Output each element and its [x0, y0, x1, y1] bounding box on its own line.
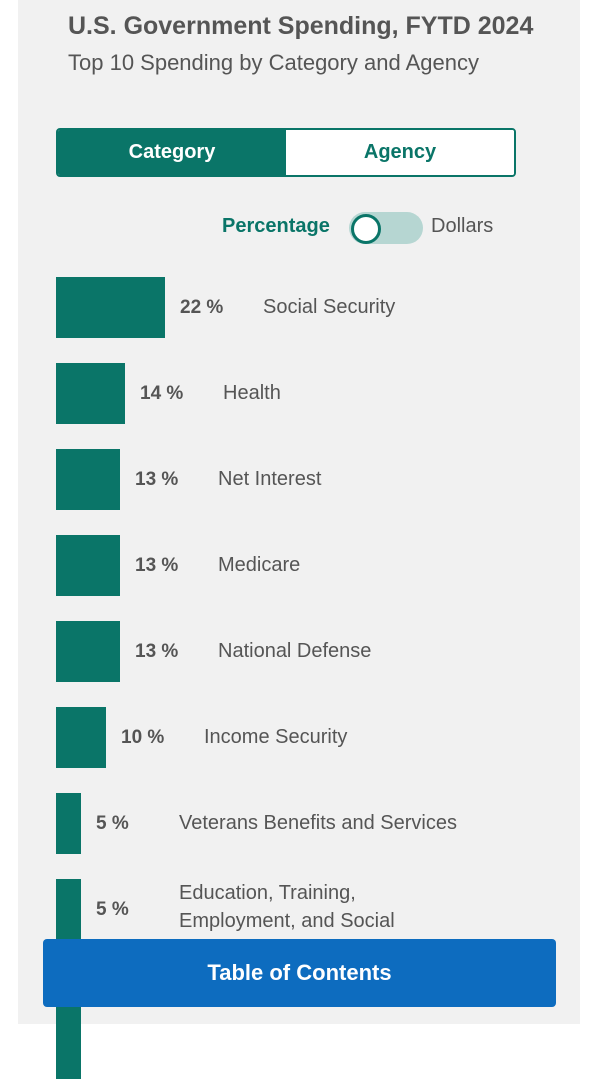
bar-value-label: 5 %	[96, 899, 129, 920]
unit-toggle-switch[interactable]	[349, 212, 423, 244]
tab-agency[interactable]: Agency	[286, 130, 514, 175]
bar-category-label: Education, Training, Employment, and Soc…	[179, 882, 395, 932]
page-title: U.S. Government Spending, FYTD 2024	[68, 12, 534, 40]
bar-value-label: 13 %	[135, 555, 179, 576]
bar-value-label: 14 %	[140, 383, 184, 404]
bar-category-label: Veterans Benefits and Services	[179, 812, 457, 834]
bar-income-security[interactable]	[56, 707, 106, 768]
bar-category-label: Income Security	[204, 726, 348, 748]
table-of-contents-button[interactable]: Table of Contents	[43, 939, 556, 1007]
bar-value-label: 5 %	[96, 813, 129, 834]
bar-medicare[interactable]	[56, 535, 120, 596]
bar-value-label: 13 %	[135, 641, 179, 662]
bar-category-label: Medicare	[218, 554, 301, 576]
toggle-percentage-label[interactable]: Percentage	[222, 215, 330, 237]
bar-social-security[interactable]	[56, 277, 165, 338]
toggle-dollars-label[interactable]: Dollars	[431, 215, 494, 237]
bar-value-label: 13 %	[135, 469, 179, 490]
spending-bar-chart: 22 % Social Security 14 % Health 13 % Net Int…	[56, 277, 457, 1079]
bar-net-interest[interactable]	[56, 449, 120, 510]
view-tabs: Category Agency	[56, 128, 516, 177]
bar-national-defense[interactable]	[56, 621, 120, 682]
bar-category-label: Health	[223, 382, 281, 404]
page-subtitle: Top 10 Spending by Category and Agency	[68, 50, 479, 75]
bar-value-label: 10 %	[121, 727, 165, 748]
bar-health[interactable]	[56, 363, 125, 424]
unit-toggle-row: Percentage Dollars	[0, 211, 599, 245]
bar-veterans-benefits-and-services[interactable]	[56, 793, 81, 854]
bar-category-label: National Defense	[218, 640, 372, 662]
bar-category-label: Social Security	[263, 296, 396, 318]
tab-category[interactable]: Category	[58, 130, 286, 175]
bar-value-label: 22 %	[180, 297, 224, 318]
toggle-knob	[351, 214, 381, 244]
bar-category-label: Net Interest	[218, 468, 322, 490]
